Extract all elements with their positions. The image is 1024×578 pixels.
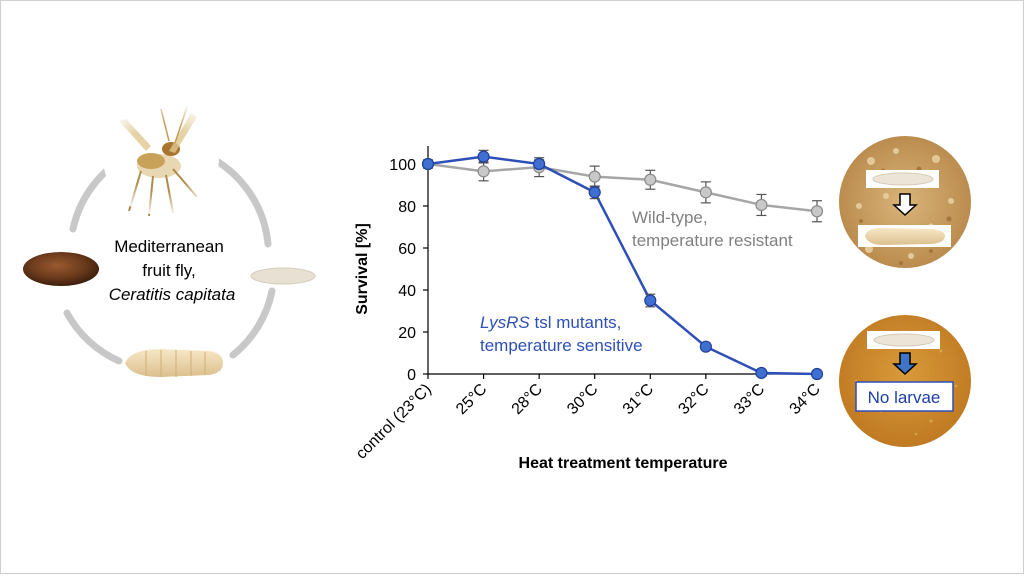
cycle-arc-bottom-left [63,309,123,365]
wild-type-point [699,186,712,199]
wild-type-series [421,157,824,223]
adult-fly-image [103,99,219,217]
wild-type-point [477,165,490,178]
x-axis: control (23°C) 25°C 28°C 30°C 31°C 32°C 33°C 34… [353,373,824,463]
wild-type-point [755,198,768,212]
arrow-down-icon [892,352,918,376]
mutant-point [810,367,824,381]
mutant-label-line2: temperature sensitive [480,336,643,355]
x-tick-label: 30°C [564,381,601,418]
survival-chart: 0 20 40 60 80 100 control (23°C) 25°C 28°C 30°C 3… [353,146,824,472]
mutant-label-rest: tsl mutants, [530,313,622,332]
x-tick-label: 28°C [509,381,546,418]
wild-type-label-line1: Wild-type, [632,208,708,227]
mutant-point [755,366,768,380]
wild-type-line [427,162,818,213]
y-axis: 0 20 40 60 80 100 [389,146,429,384]
y-tick-label: 100 [389,157,416,174]
mutant-line [427,155,818,376]
mutant-point [588,186,601,199]
species-common-name-line2: fruit fly, [142,261,196,280]
mutant-point [477,150,490,163]
y-tick-label: 60 [398,241,416,258]
x-tick-label: 31°C [620,381,657,418]
mutant-point [421,157,435,171]
wild-type-point [644,173,657,186]
x-tick-label: 33°C [731,381,768,418]
cycle-arc-right [229,287,276,359]
wild-type-label-line2: temperature resistant [632,231,793,250]
wild-type-point [588,170,601,183]
x-tick-label: 32°C [675,381,712,418]
mutant-point [644,294,657,307]
mutant-series [421,149,824,381]
inset-wild-type-larvae [839,136,971,268]
y-tick-label: 80 [398,199,416,216]
species-common-name-line1: Mediterranean [114,237,224,256]
life-cycle-diagram: Mediterranean fruit fly, Ceratitis capit… [23,99,316,377]
x-tick-label: 34°C [787,381,824,418]
x-tick-label: 25°C [453,381,490,418]
no-larvae-label: No larvae [868,388,941,407]
y-tick-label: 40 [398,283,416,300]
species-scientific-name: Ceratitis capitata [109,285,236,304]
x-tick-label: control (23°C) [353,381,435,463]
mutant-label-line1: LysRS tsl mutants, [480,313,621,332]
x-axis-label: Heat treatment temperature [519,455,728,472]
egg-image [250,267,316,285]
mutant-point [533,157,546,171]
wild-type-point [810,205,824,218]
chart-series [421,149,824,381]
arrow-down-icon [892,193,918,217]
mutant-gene-name: LysRS [480,313,530,332]
pupa-image [23,252,99,286]
inset-mutant-no-larvae: No larvae [839,315,971,447]
larva-image [125,349,223,377]
y-tick-label: 0 [407,367,416,384]
mutant-point [699,340,712,353]
y-tick-label: 20 [398,325,416,342]
y-axis-label: Survival [%] [354,223,371,315]
